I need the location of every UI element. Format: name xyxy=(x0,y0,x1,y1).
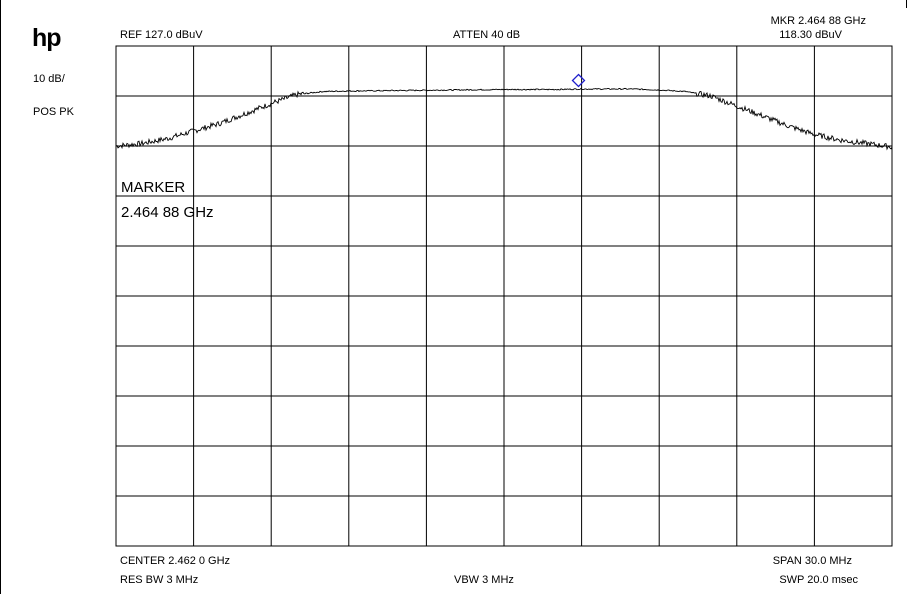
center-frequency: CENTER 2.462 0 GHz xyxy=(120,555,231,567)
marker-annotation-label: MARKER xyxy=(121,179,185,196)
marker-annotation-value: 2.464 88 GHz xyxy=(121,204,214,221)
marker-diamond[interactable] xyxy=(571,73,586,88)
window-frame-left xyxy=(0,0,1,594)
marker-frequency: MKR 2.464 88 GHz xyxy=(770,15,866,27)
scale-readout: 10 dB/ xyxy=(33,73,65,85)
reference-level: REF 127.0 dBuV xyxy=(120,29,203,41)
brand-logo: hp xyxy=(32,24,62,52)
spectrum-trace xyxy=(115,87,893,151)
frequency-span: SPAN 30.0 MHz xyxy=(772,555,852,567)
resolution-bandwidth: RES BW 3 MHz xyxy=(120,574,199,586)
marker-group xyxy=(571,73,586,88)
marker-amplitude: 118.30 dBuV xyxy=(779,29,842,41)
window-frame-right xyxy=(906,0,907,8)
graticule xyxy=(115,45,893,547)
video-bandwidth: VBW 3 MHz xyxy=(454,574,514,586)
sweep-time: SWP 20.0 msec xyxy=(779,574,858,586)
attenuation: ATTEN 40 dB xyxy=(453,29,521,41)
detector-mode: POS PK xyxy=(33,106,74,118)
trace-group xyxy=(115,87,893,151)
